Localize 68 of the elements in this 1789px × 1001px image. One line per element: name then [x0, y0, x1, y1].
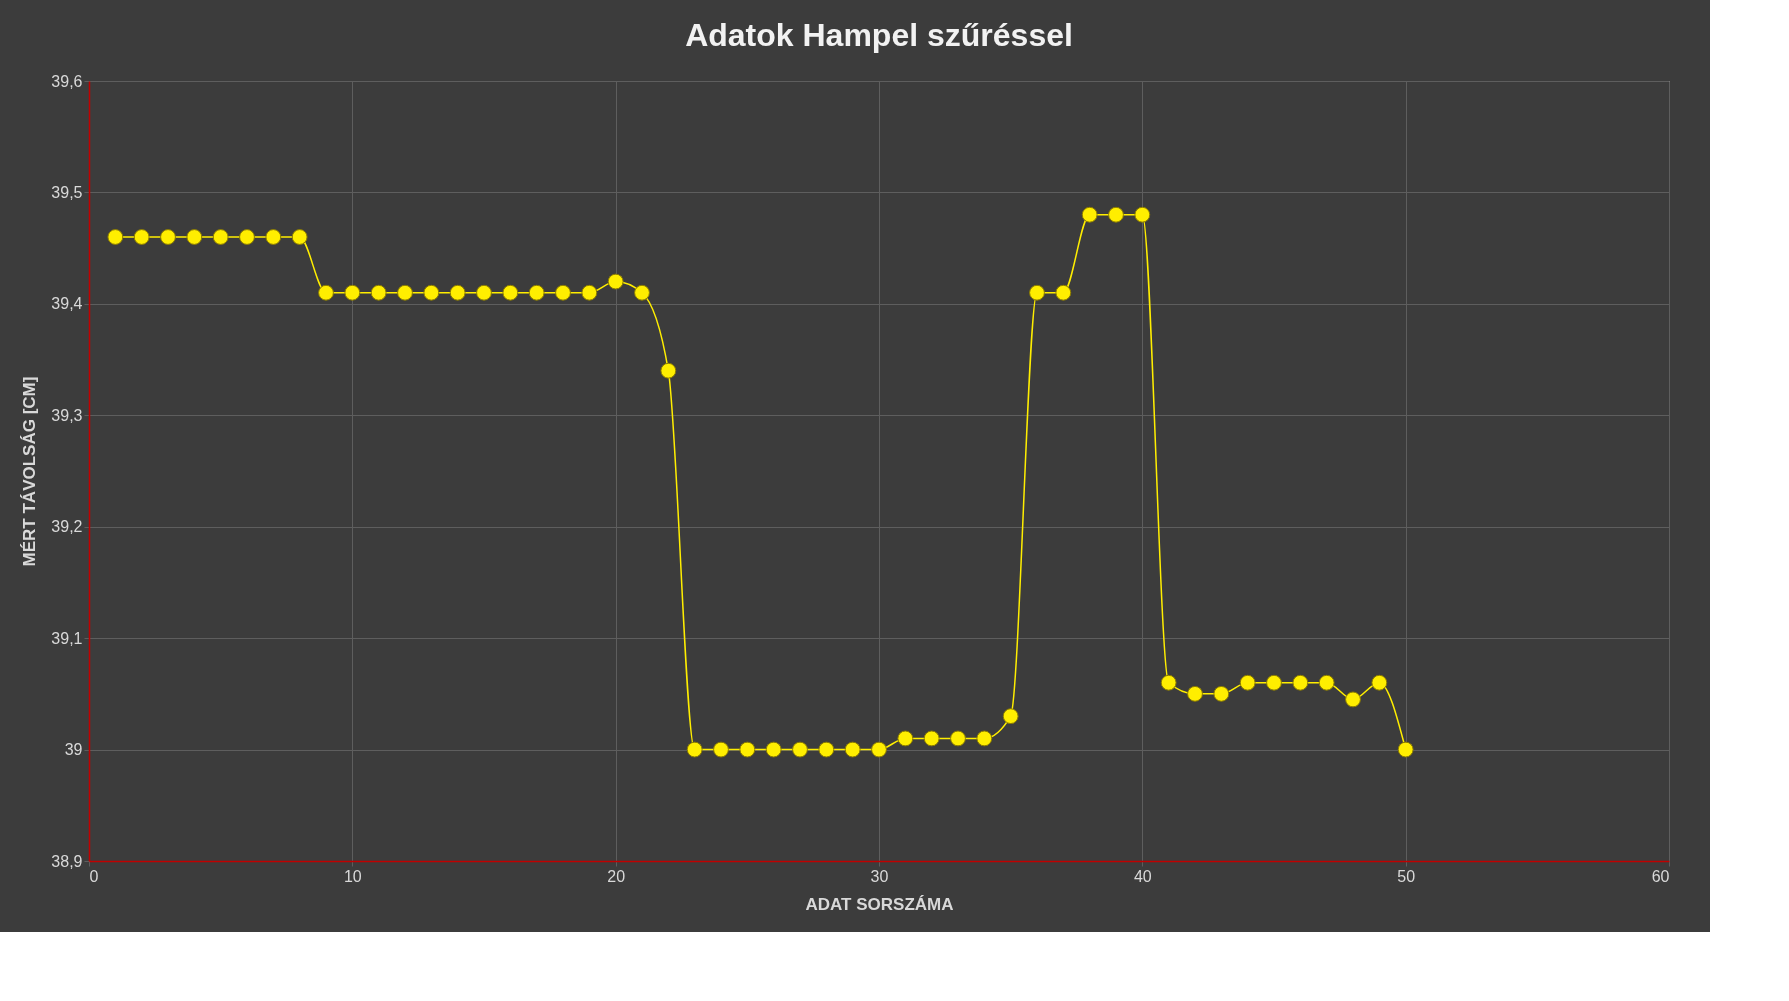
point — [344, 284, 361, 301]
point — [1292, 674, 1309, 691]
x-tick-label: 60 — [1651, 867, 1670, 885]
point — [1318, 674, 1335, 691]
point — [792, 741, 808, 758]
point — [212, 229, 229, 245]
point — [1266, 674, 1282, 691]
y-tick-label: 39,6 — [51, 72, 83, 90]
point — [502, 284, 519, 301]
point — [1397, 741, 1414, 758]
point — [607, 273, 624, 290]
point — [186, 229, 203, 245]
point — [660, 362, 677, 379]
point — [1187, 685, 1203, 702]
point — [397, 284, 413, 301]
y-axis-title: MÉRT TÁVOLSÁG [CM] — [20, 376, 40, 567]
point — [133, 229, 150, 245]
point — [976, 730, 993, 747]
point — [1160, 674, 1177, 691]
y-tick-label: 39,1 — [51, 629, 83, 647]
x-tick-label: 20 — [607, 867, 626, 885]
point — [1002, 708, 1019, 725]
point — [897, 730, 914, 747]
point — [765, 741, 782, 758]
point — [1213, 685, 1230, 702]
point — [1345, 691, 1361, 708]
x-tick-label: 10 — [343, 867, 362, 885]
point — [844, 741, 861, 758]
point — [686, 741, 703, 758]
y-tick-label: 39,4 — [51, 295, 83, 313]
x-tick-label: 40 — [1133, 867, 1152, 885]
x-tick-label: 50 — [1397, 867, 1416, 885]
point — [634, 284, 650, 301]
y-tick-label: 39 — [64, 741, 83, 759]
point — [370, 284, 387, 301]
point — [107, 229, 124, 245]
point — [1108, 206, 1124, 223]
point — [1055, 284, 1072, 301]
y-tick-label: 39,3 — [51, 406, 83, 424]
point — [1134, 206, 1151, 223]
point — [923, 730, 940, 747]
point — [291, 229, 308, 245]
x-tick-label: 0 — [89, 867, 99, 885]
point — [1371, 674, 1388, 691]
point — [739, 741, 756, 758]
point — [581, 284, 598, 301]
y-tick-label: 39,5 — [51, 183, 83, 201]
point — [528, 284, 545, 301]
y-tick-label: 39,2 — [51, 518, 83, 536]
point — [1029, 284, 1045, 301]
point — [555, 284, 571, 301]
point — [713, 741, 729, 758]
point — [950, 730, 966, 747]
point — [476, 284, 492, 301]
point — [265, 229, 282, 245]
x-axis-title: ADAT SORSZÁMA — [805, 894, 954, 914]
chart-title: Adatok Hampel szűréssel — [685, 17, 1073, 53]
y-tick-label: 38,9 — [51, 852, 83, 870]
point — [818, 741, 835, 758]
point — [1239, 674, 1256, 691]
point — [871, 741, 887, 758]
point — [239, 229, 255, 245]
point — [423, 284, 440, 301]
point — [160, 229, 176, 245]
x-tick-label: 30 — [870, 867, 889, 885]
point — [449, 284, 466, 301]
point — [1081, 206, 1098, 223]
point — [318, 284, 334, 301]
